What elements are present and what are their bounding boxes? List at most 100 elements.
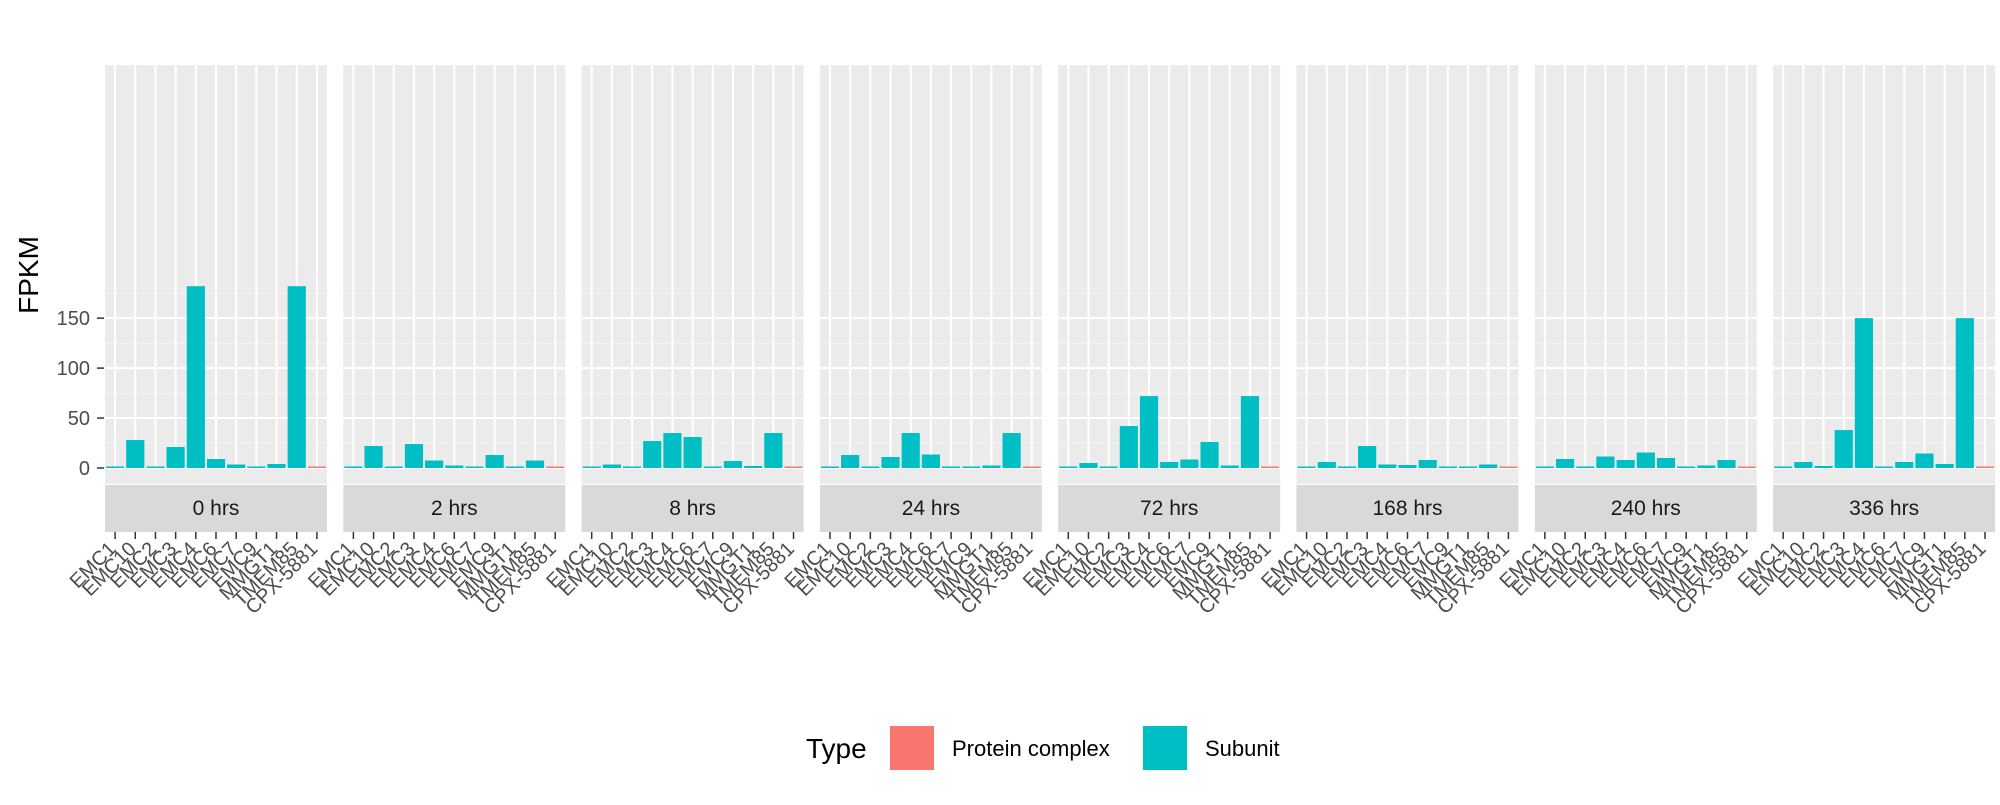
bar-emc7-1: [465, 466, 484, 468]
bar-emc6-4: [1160, 462, 1179, 468]
bar-emc9-5: [1438, 466, 1457, 468]
bar-cpx-5881-0: [307, 466, 326, 468]
bar-mmgt1-5: [1458, 466, 1478, 468]
bar-emc3-5: [1358, 446, 1377, 468]
bar-emc2-1: [384, 466, 403, 468]
bar-emc2-4: [1099, 466, 1118, 468]
facet-strip-label: 72 hrs: [1140, 497, 1198, 520]
bar-cpx-5881-4: [1261, 466, 1280, 468]
bar-cpx-5881-2: [784, 466, 803, 468]
bar-emc7-4: [1180, 459, 1199, 468]
bar-emc7-0: [227, 464, 246, 468]
bar-emc9-1: [485, 455, 504, 468]
legend-key-subunit: [1143, 726, 1187, 770]
bar-emc6-6: [1636, 452, 1655, 468]
legend-key-protein-complex: [890, 726, 934, 770]
bar-emc6-0: [206, 459, 226, 468]
facet-strip-label: 336 hrs: [1849, 497, 1919, 520]
y-axis-label: FPKM: [13, 236, 44, 314]
bar-emc3-4: [1119, 426, 1138, 468]
bar-emc4-7: [1854, 318, 1873, 468]
y-tick-label: 150: [57, 308, 90, 330]
bar-emc4-5: [1378, 464, 1397, 468]
bar-emc3-3: [881, 457, 900, 468]
bar-tmem85-1: [525, 460, 545, 468]
bar-emc10-1: [364, 446, 383, 468]
facet-strip-label: 168 hrs: [1372, 497, 1442, 520]
bar-emc4-3: [901, 433, 920, 468]
bar-mmgt1-7: [1935, 464, 1954, 468]
bar-emc10-5: [1317, 462, 1336, 468]
bar-tmem85-7: [1955, 318, 1974, 468]
bar-emc9-0: [247, 466, 266, 468]
bar-tmem85-2: [764, 433, 783, 468]
bar-mmgt1-6: [1697, 465, 1716, 468]
bar-emc9-2: [723, 461, 743, 468]
facet-strip: [105, 485, 327, 532]
y-tick-label: 50: [68, 408, 90, 430]
bar-emc4-6: [1616, 460, 1635, 468]
bar-emc7-5: [1418, 460, 1437, 468]
bar-emc6-1: [445, 465, 464, 468]
bar-tmem85-0: [287, 286, 306, 468]
y-tick-label: 0: [79, 458, 90, 480]
bar-cpx-5881-6: [1737, 466, 1756, 468]
bar-emc4-2: [663, 433, 682, 468]
bar-emc1-6: [1535, 466, 1554, 468]
bar-emc1-4: [1059, 466, 1078, 468]
bar-emc4-1: [425, 460, 444, 468]
bar-cpx-5881-5: [1499, 466, 1518, 468]
bar-mmgt1-0: [267, 464, 286, 468]
bar-emc2-5: [1337, 466, 1357, 468]
facet-strip: [1773, 485, 1996, 532]
bar-emc3-1: [404, 444, 424, 468]
facet-strip-label: 0 hrs: [193, 497, 240, 520]
facet-strip-label: 8 hrs: [669, 497, 716, 520]
bar-cpx-5881-1: [546, 466, 565, 468]
bar-tmem85-4: [1240, 396, 1260, 468]
bar-emc10-0: [126, 440, 145, 468]
bar-emc7-6: [1656, 458, 1676, 468]
legend-label: Protein complex: [952, 736, 1110, 761]
facet-strip-label: 240 hrs: [1611, 497, 1681, 520]
bar-emc1-2: [582, 466, 601, 468]
bar-emc4-4: [1139, 396, 1159, 468]
bar-mmgt1-3: [982, 465, 1001, 468]
bar-emc3-7: [1834, 430, 1853, 468]
bar-tmem85-6: [1717, 460, 1736, 468]
bar-emc10-2: [602, 464, 621, 468]
bar-emc6-3: [921, 454, 940, 468]
bar-emc1-1: [344, 466, 363, 468]
bar-emc2-3: [861, 466, 880, 468]
bar-mmgt1-2: [744, 466, 763, 468]
bar-mmgt1-4: [1220, 465, 1239, 468]
bar-mmgt1-1: [505, 466, 524, 468]
facet-strip: [343, 485, 566, 532]
bar-emc1-7: [1774, 466, 1793, 468]
bar-emc7-2: [703, 466, 722, 468]
legend-title: Type: [806, 733, 867, 764]
bar-tmem85-3: [1002, 433, 1021, 468]
bar-emc4-0: [186, 286, 205, 468]
bar-emc10-4: [1079, 463, 1098, 468]
bar-emc6-5: [1398, 465, 1417, 468]
bar-emc1-5: [1297, 466, 1316, 468]
bar-emc9-4: [1200, 442, 1219, 468]
bar-emc9-7: [1915, 453, 1934, 468]
bar-cpx-5881-7: [1975, 466, 1995, 468]
facet-strip-label: 24 hrs: [902, 497, 960, 520]
bar-emc10-7: [1794, 462, 1813, 468]
bar-emc9-3: [962, 466, 981, 468]
facet-strip: [581, 485, 804, 532]
bar-emc3-0: [166, 447, 185, 468]
bar-emc9-6: [1677, 466, 1696, 468]
y-tick-label: 100: [57, 358, 90, 380]
bar-emc6-7: [1875, 466, 1894, 468]
facet-strip-label: 2 hrs: [431, 497, 478, 520]
bar-emc3-2: [643, 441, 662, 468]
bar-tmem85-5: [1479, 464, 1498, 468]
bar-emc3-6: [1596, 456, 1615, 468]
facet-strip: [819, 485, 1042, 532]
